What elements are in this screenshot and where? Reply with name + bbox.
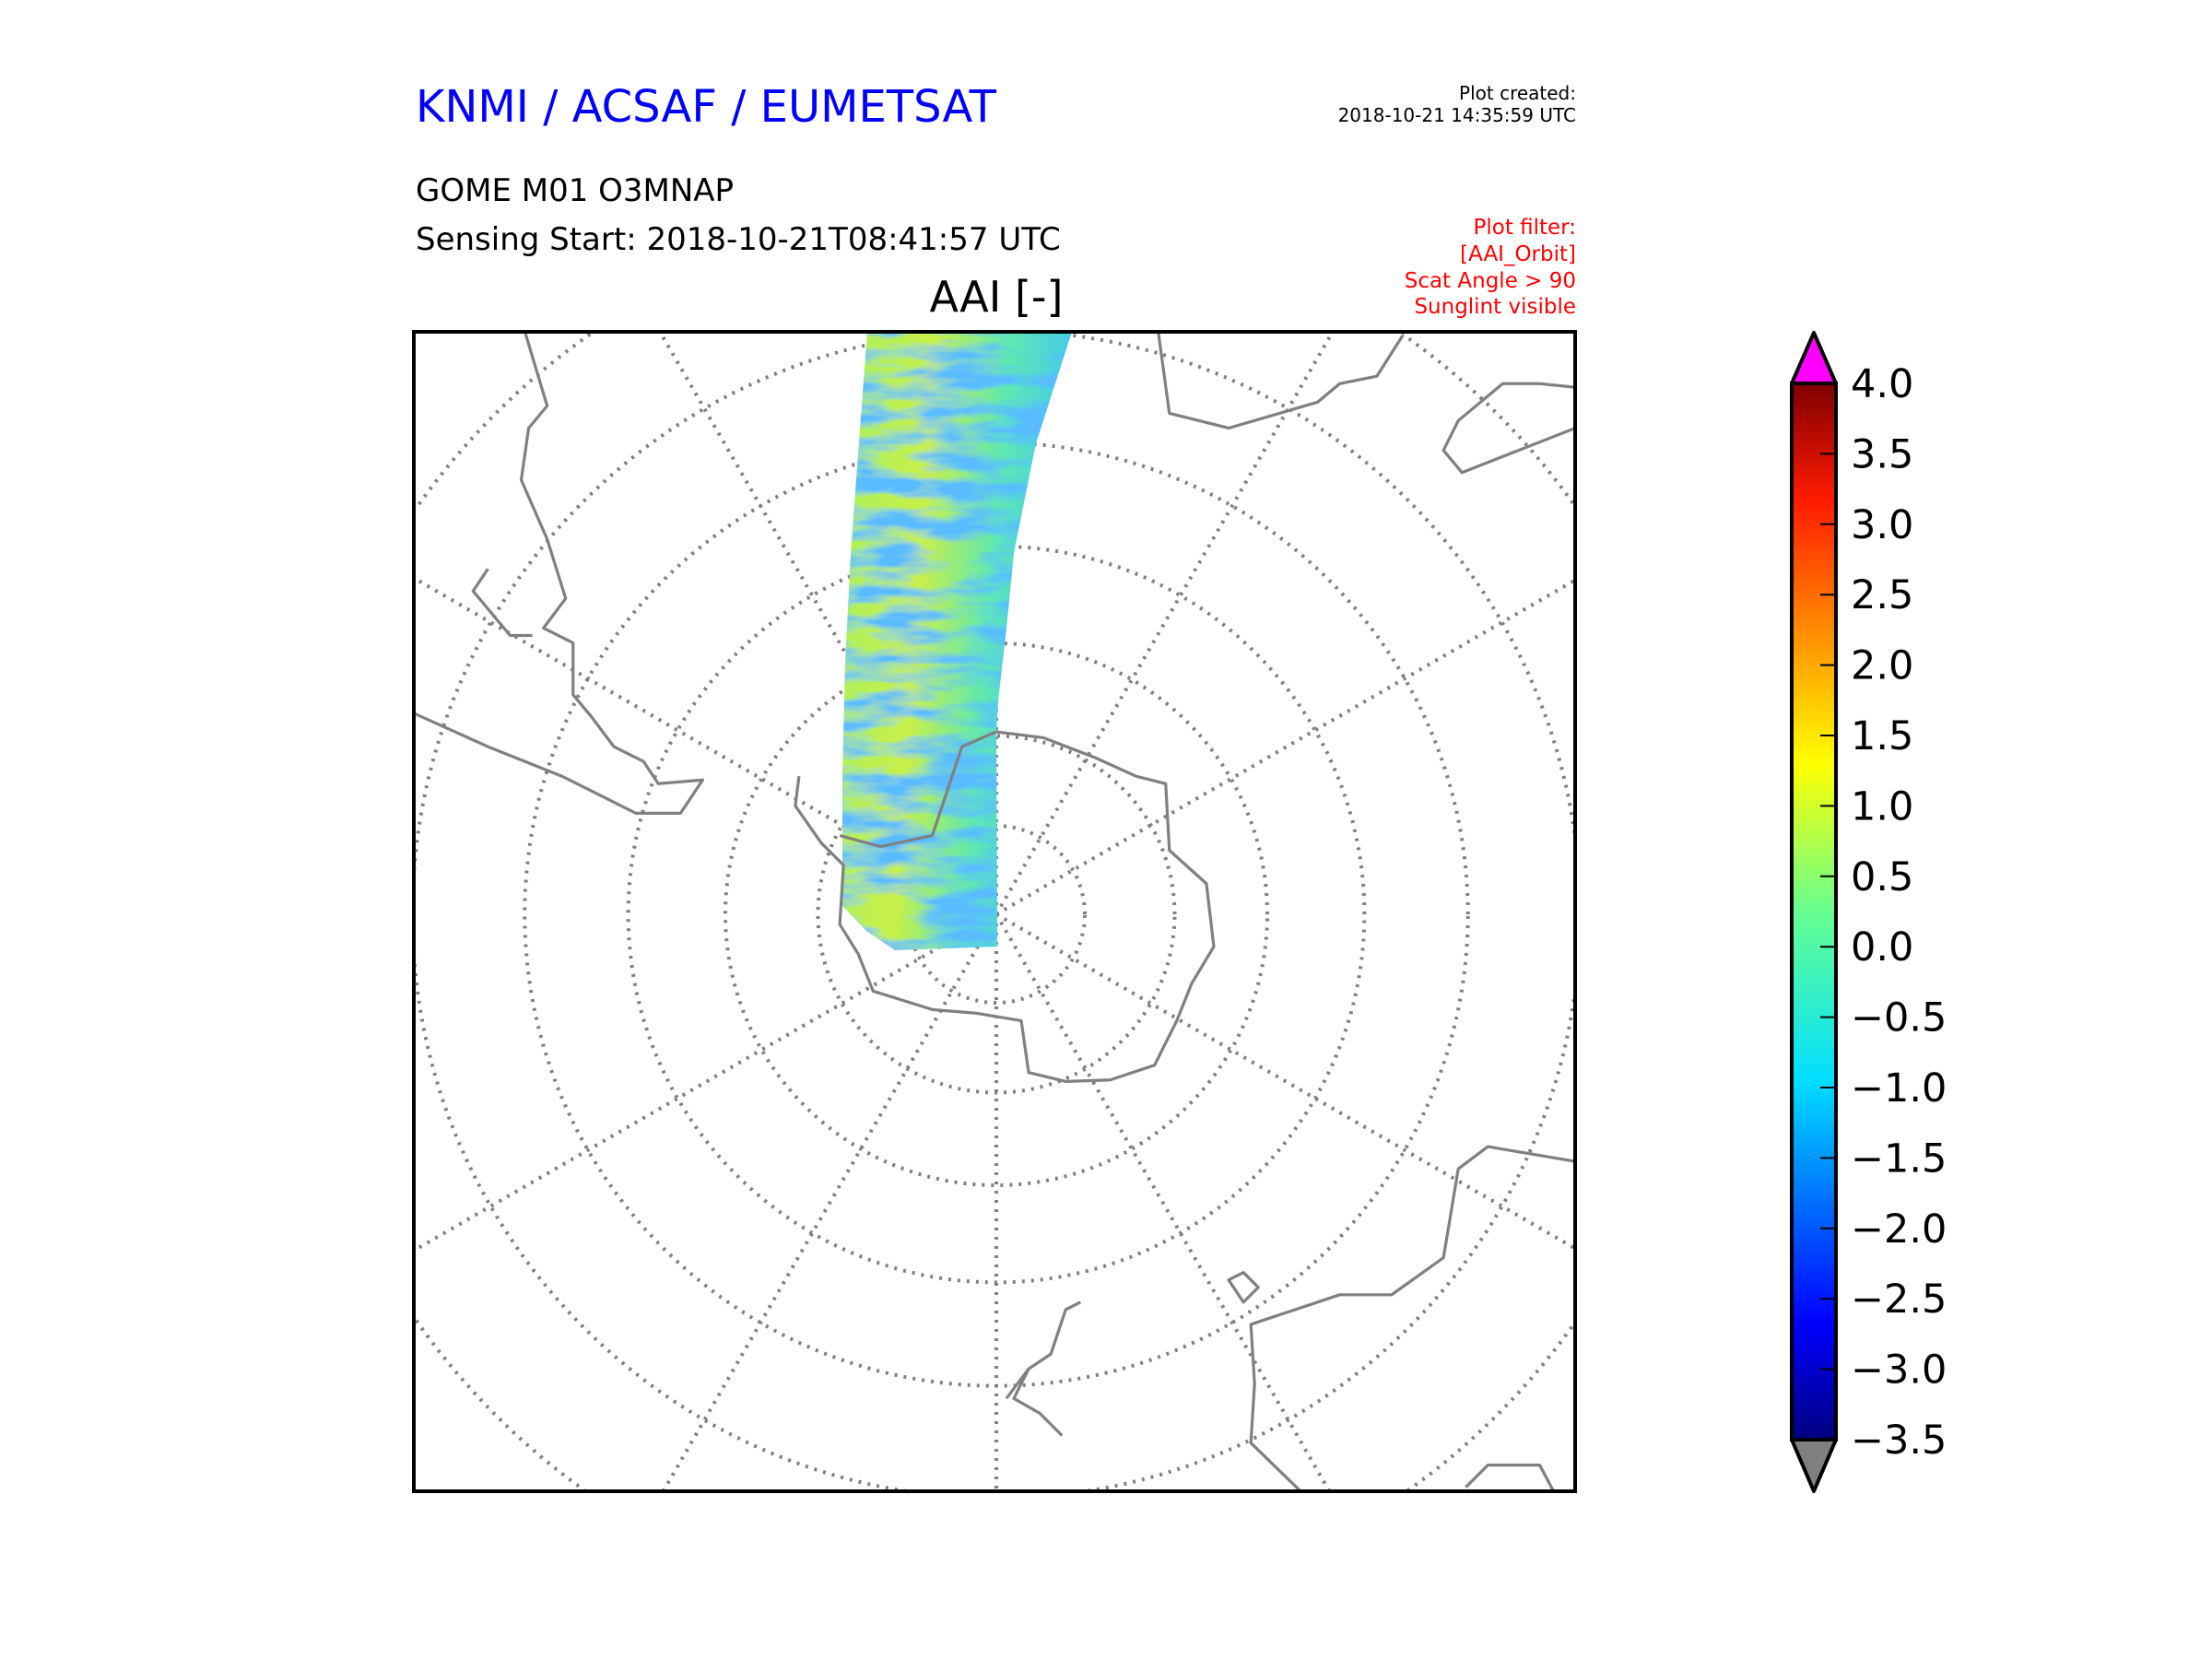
colorbar: 4.0 3.5 3.0 2.5 2.0 1.5 1.0 0.5 0.0 −0.5 −1.0 −1.5 −… bbox=[1790, 331, 1947, 1493]
antarctica-coast bbox=[794, 730, 1216, 1083]
australia-coast bbox=[1227, 1145, 1575, 1491]
plot-created-label: Plot created: bbox=[1459, 82, 1576, 104]
filter-line: Plot filter: bbox=[1473, 216, 1576, 240]
map-area bbox=[414, 332, 1575, 1491]
filter-line: Scat Angle > 90 bbox=[1405, 269, 1576, 293]
map-frame bbox=[412, 330, 1577, 1493]
colorbar-tick-label: 2.5 bbox=[1851, 572, 1913, 618]
meridian-line bbox=[994, 912, 1575, 1251]
colorbar-ticks: 4.0 3.5 3.0 2.5 2.0 1.5 1.0 0.5 0.0 −0.5 −1.0 −1.5 −… bbox=[1820, 361, 1947, 1464]
colorbar-tick-label: 0.5 bbox=[1851, 854, 1913, 900]
colorbar-tick-label: −3.5 bbox=[1851, 1418, 1947, 1464]
colorbar-tick-label: −3.0 bbox=[1851, 1347, 1947, 1394]
colorbar-tick-label: 2.0 bbox=[1851, 643, 1913, 689]
coastlines bbox=[414, 332, 1575, 1491]
colorbar-tick-label: −1.0 bbox=[1851, 1065, 1947, 1112]
colorbar-tick-label: 4.0 bbox=[1851, 361, 1913, 407]
colorbar-tick-label: −0.5 bbox=[1851, 995, 1947, 1041]
colorbar-tick-label: 3.0 bbox=[1851, 502, 1913, 548]
colorbar-tick-label: −2.0 bbox=[1851, 1206, 1947, 1253]
colorbar-tick-label: 1.5 bbox=[1851, 713, 1913, 759]
colorbar-over-extension bbox=[1790, 331, 1838, 385]
plot-created-value: 2018-10-21 14:35:59 UTC bbox=[1338, 104, 1576, 126]
south-america-coast bbox=[414, 332, 705, 816]
meridian-line bbox=[994, 578, 1575, 916]
latitude-circle bbox=[816, 734, 1177, 1095]
sensing-start: Sensing Start: 2018-10-21T08:41:57 UTC bbox=[416, 221, 1061, 258]
product-name: GOME M01 O3MNAP bbox=[416, 172, 734, 209]
latitude-circle bbox=[626, 544, 1367, 1285]
meridian-line bbox=[661, 913, 998, 1491]
colorbar-gradient bbox=[1790, 382, 1838, 1441]
colorbar-tick-label: 3.5 bbox=[1851, 431, 1913, 477]
latitude-circle bbox=[414, 332, 1575, 1491]
aai-swath bbox=[842, 332, 1072, 950]
chart-title: AAI [-] bbox=[930, 272, 1064, 322]
colorbar-tick-label: 0.0 bbox=[1851, 924, 1913, 971]
colorbar-tick-label: −1.5 bbox=[1851, 1135, 1947, 1182]
colorbar-tick-label: −2.5 bbox=[1851, 1277, 1947, 1323]
latitude-circle bbox=[414, 332, 1575, 1491]
org-title: KNMI / ACSAF / EUMETSAT bbox=[416, 81, 997, 133]
meridian-line bbox=[414, 912, 998, 1253]
colorbar-tick-label: 1.0 bbox=[1851, 783, 1913, 830]
filter-line: [AAI_Orbit] bbox=[1460, 242, 1576, 266]
colorbar-under-extension bbox=[1790, 1438, 1838, 1493]
new-zealand-coast bbox=[1005, 1300, 1082, 1437]
meridian-line bbox=[994, 332, 1335, 916]
africa-coast bbox=[1157, 332, 1575, 475]
filter-line: Sunglint visible bbox=[1414, 295, 1576, 319]
meridian-line bbox=[994, 913, 1332, 1491]
